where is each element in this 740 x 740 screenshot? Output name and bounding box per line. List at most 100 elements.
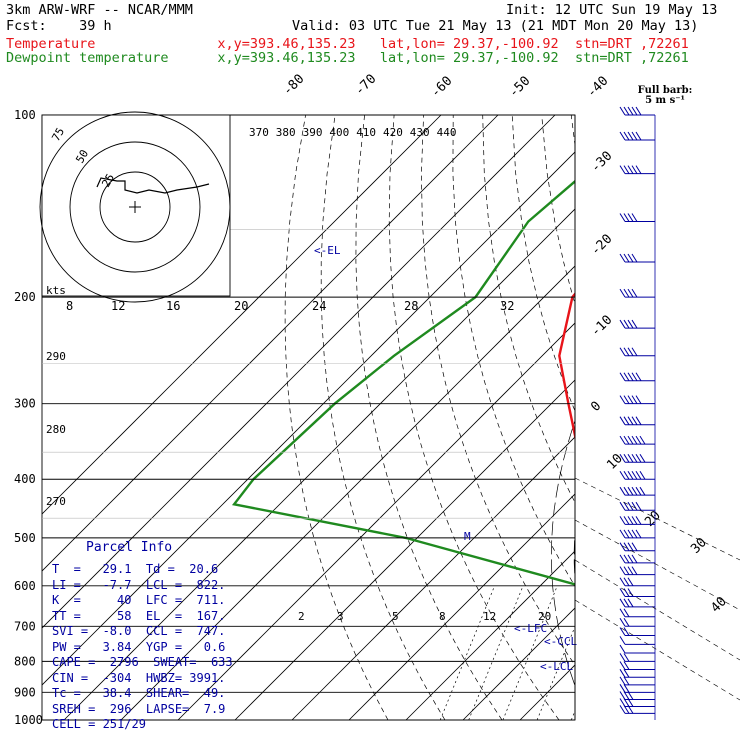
wind-barb-flag	[639, 454, 646, 463]
wind-barb-flag	[619, 691, 626, 700]
wind-barb-flag	[639, 435, 646, 445]
wind-barb-flag	[627, 566, 634, 575]
dry-adiabat	[284, 115, 389, 720]
wind-barb-flag	[623, 347, 630, 357]
forecast-hour: Fcst: 39 h	[6, 18, 112, 34]
wind-barb	[619, 684, 655, 693]
mixing-ratio-line	[502, 585, 558, 720]
wind-barb-flag	[619, 253, 626, 263]
hodograph-ring	[99, 171, 171, 243]
wind-barb-flag	[635, 470, 642, 480]
mixing-ratio-line	[439, 585, 495, 720]
wind-barb-flag	[627, 470, 634, 480]
dry-adiabat	[689, 115, 740, 720]
wind-barb-flag	[623, 676, 630, 686]
wind-barb-flag	[619, 288, 626, 298]
wind-barb-flag	[631, 213, 638, 222]
wind-barb-flag	[631, 165, 638, 174]
wind-barb-flag	[627, 372, 634, 382]
isotherm-line	[177, 322, 575, 720]
wind-barb-flag	[619, 372, 626, 382]
wind-barb-flag	[627, 395, 634, 404]
wind-barb-flag	[623, 516, 630, 525]
full-barb-line1: Full barb:	[637, 85, 693, 96]
wind-barb-flag	[627, 454, 634, 463]
wind-barb-flag	[623, 395, 630, 404]
wind-barb-flag	[623, 684, 630, 693]
mixing-ratio-label: 12	[483, 610, 496, 623]
wind-barb	[619, 395, 655, 405]
wind-barb-flag	[619, 644, 626, 654]
wind-barb-flag	[631, 253, 638, 263]
wind-barb-flag	[623, 598, 630, 608]
theta-label: 430	[410, 126, 430, 139]
pressure-label: 500	[14, 531, 36, 545]
isotherm-label: -40	[584, 74, 611, 101]
wind-barb-flag	[631, 554, 638, 564]
wind-barb	[619, 627, 655, 637]
wind-barb-flag	[627, 554, 634, 564]
wind-barb-flag	[631, 516, 638, 525]
wind-barb-flag	[631, 542, 638, 551]
wind-barb-flag	[623, 486, 630, 496]
wind-barb-flag	[635, 416, 642, 425]
isotherm-line	[120, 265, 575, 720]
wind-barb-flag	[623, 435, 630, 445]
wind-barb-flag	[631, 470, 638, 480]
wind-barb-flag	[623, 608, 630, 617]
wind-barb-flag	[619, 566, 626, 575]
wind-barb-flag	[619, 636, 626, 645]
mixing-ratio-line	[536, 625, 575, 720]
parcel-info-line: SREH = 296 LAPSE= 7.9	[52, 701, 226, 716]
wind-barb-flag	[635, 529, 642, 539]
wind-barb-flag	[631, 395, 638, 404]
hodograph-ring-label: 50	[73, 148, 91, 166]
wind-barb	[619, 554, 655, 564]
wind-barb	[619, 416, 655, 426]
wind-barb-flag	[635, 106, 642, 116]
wind-barb	[619, 106, 655, 116]
hodograph-ring-label: 75	[49, 126, 67, 144]
wind-barb-flag	[623, 288, 630, 298]
isotherm-label: 10	[604, 451, 626, 473]
dewpoint-legend: Dewpoint temperature x,y=393.46,135.23 l…	[6, 50, 689, 66]
wind-barb-flag	[631, 372, 638, 382]
temperature-legend: Temperature x,y=393.46,135.23 lat,lon= 2…	[6, 36, 689, 52]
wind-barb-flag	[619, 131, 626, 141]
wind-barb	[619, 319, 655, 329]
hodograph-ring	[69, 141, 201, 273]
wind-barb	[619, 529, 655, 539]
pressure-label: 100	[14, 108, 36, 122]
isotherm-line	[405, 550, 575, 720]
wind-barb-flag	[627, 588, 634, 597]
dry-adiabat	[452, 115, 575, 587]
wind-barb-flag	[631, 106, 638, 116]
isotherm-label: 0	[588, 399, 604, 415]
wind-barb-flag	[623, 501, 630, 511]
wind-barb-flag	[631, 454, 638, 463]
wind-barb-flag	[631, 416, 638, 425]
wind-barb-flag	[619, 669, 626, 678]
wind-barb-flag	[619, 554, 626, 564]
parcel-info-line: TT = 58 EL = 167.	[52, 608, 226, 623]
wind-barb-flag	[619, 542, 626, 551]
isotherm-line	[42, 115, 556, 629]
wind-barb-flag	[623, 470, 630, 480]
outer-guide-line	[574, 519, 740, 611]
wind-barb	[619, 454, 655, 463]
wind-barb-flag	[623, 106, 630, 116]
wind-barb-flag	[639, 470, 646, 480]
parcel-level-marker: <-CCL	[544, 635, 577, 648]
pressure-label: 200	[14, 290, 36, 304]
wind-barb	[619, 435, 655, 445]
pressure-label: 400	[14, 472, 36, 486]
wind-barb-flag	[631, 288, 638, 298]
wind-barb-flag	[623, 213, 630, 222]
wind-barb-flag	[631, 347, 638, 357]
theta-label: 420	[383, 126, 403, 139]
init-time: Init: 12 UTC Sun 19 May 13	[506, 2, 718, 18]
isotherm-label: -60	[428, 74, 455, 101]
wind-barb	[619, 598, 655, 608]
wind-barb-flag	[627, 598, 634, 608]
